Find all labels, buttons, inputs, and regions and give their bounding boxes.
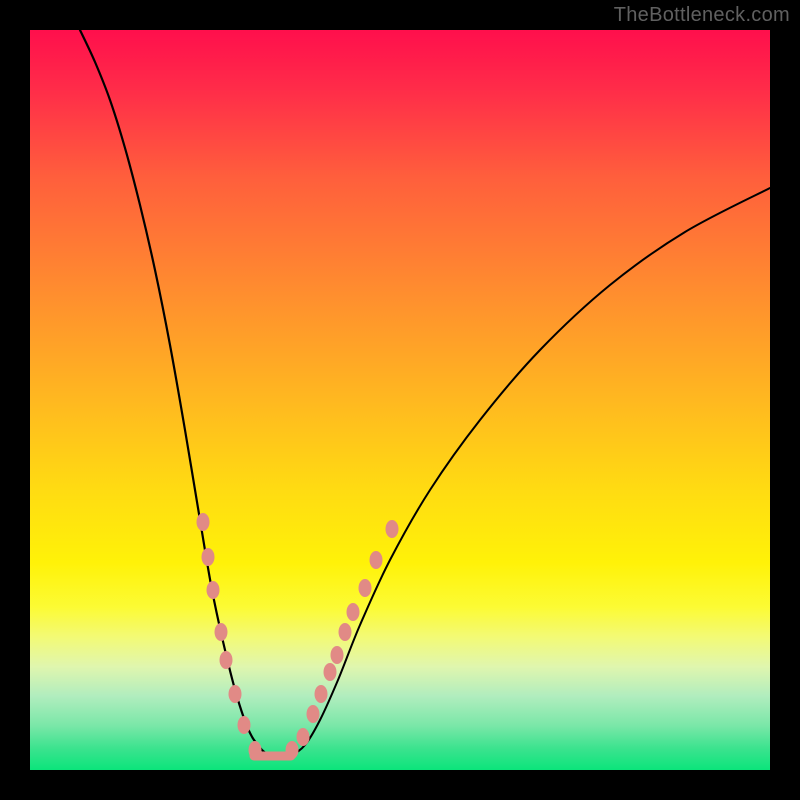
marker-right — [370, 551, 383, 569]
marker-right — [339, 623, 352, 641]
marker-right — [307, 705, 320, 723]
marker-left — [229, 685, 242, 703]
marker-right — [297, 728, 310, 746]
marker-right — [359, 579, 372, 597]
marker-right — [331, 646, 344, 664]
marker-left — [215, 623, 228, 641]
chart-container: TheBottleneck.com — [0, 0, 800, 800]
marker-left — [249, 741, 262, 759]
marker-right — [386, 520, 399, 538]
marker-right — [347, 603, 360, 621]
plot-area — [30, 30, 770, 770]
marker-left — [220, 651, 233, 669]
marker-left — [197, 513, 210, 531]
marker-left — [202, 548, 215, 566]
marker-right — [315, 685, 328, 703]
marker-right — [324, 663, 337, 681]
marker-right — [286, 741, 299, 759]
marker-left — [207, 581, 220, 599]
bottleneck-chart — [0, 0, 800, 800]
marker-left — [238, 716, 251, 734]
watermark-text: TheBottleneck.com — [614, 4, 790, 27]
